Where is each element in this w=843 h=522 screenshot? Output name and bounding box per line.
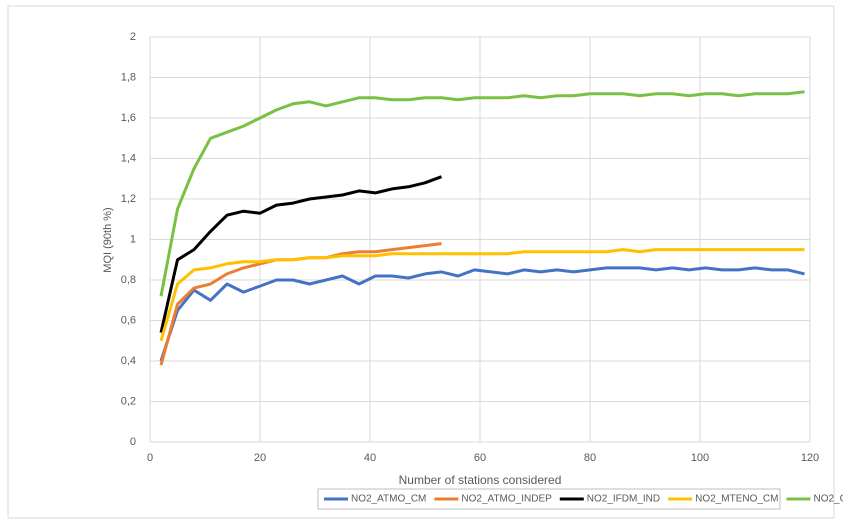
- x-axis-label: Number of stations considered: [399, 473, 562, 487]
- y-tick-label: 0,2: [121, 395, 136, 407]
- series-line: [159, 266, 805, 362]
- y-tick-label: 1,2: [121, 193, 136, 205]
- y-tick-label: 2: [130, 31, 136, 43]
- y-tick-label: 0,4: [121, 355, 136, 367]
- x-tick-label: 20: [254, 452, 266, 464]
- series-line: [159, 90, 805, 297]
- legend-label: NO2_ATMO_INDEP: [461, 494, 552, 505]
- legend-label: NO2_CAMS_CM: [814, 494, 843, 505]
- y-tick-label: 1,4: [121, 152, 136, 164]
- legend-label: NO2_ATMO_CM: [351, 494, 426, 505]
- y-tick-label: 0,8: [121, 274, 136, 286]
- y-tick-label: 1,6: [121, 112, 136, 124]
- y-tick-label: 0,6: [121, 314, 136, 326]
- x-tick-label: 0: [147, 452, 153, 464]
- series-line: [159, 175, 443, 333]
- legend-box: [317, 488, 781, 510]
- y-axis-label: MQI (90th %): [102, 207, 114, 272]
- x-tick-label: 100: [691, 452, 709, 464]
- x-tick-label: 80: [584, 452, 596, 464]
- x-tick-label: 40: [364, 452, 376, 464]
- legend-label: NO2_IFDM_IND: [587, 494, 660, 505]
- y-tick-label: 1: [130, 233, 136, 245]
- chart-frame: [7, 5, 835, 519]
- x-tick-label: 60: [474, 452, 486, 464]
- x-tick-label: 120: [801, 452, 819, 464]
- series-line: [159, 248, 805, 342]
- legend-label: NO2_MTENO_CM: [695, 494, 778, 505]
- y-tick-label: 0: [130, 436, 136, 448]
- y-tick-label: 1,8: [121, 71, 136, 83]
